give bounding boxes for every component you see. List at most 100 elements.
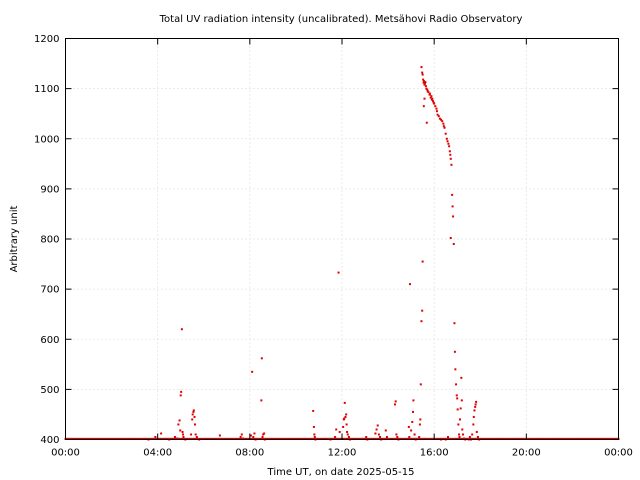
data-point [294, 437, 297, 440]
data-point [473, 409, 476, 412]
data-point [285, 437, 288, 440]
data-point [335, 437, 338, 440]
data-point [559, 437, 562, 440]
data-point [138, 437, 141, 440]
data-point [421, 260, 424, 263]
data-point [239, 437, 242, 440]
data-point [177, 437, 180, 440]
data-point [343, 401, 346, 404]
data-point [423, 97, 426, 100]
data-point [249, 437, 252, 440]
data-point [376, 424, 379, 427]
data-point [276, 437, 279, 440]
data-point [541, 437, 544, 440]
data-point [424, 85, 427, 88]
y-axis: 400 500 600 700 800 900 1000 1100 1200 [34, 34, 619, 446]
data-point [474, 437, 477, 440]
data-point [389, 437, 392, 440]
data-point [578, 437, 581, 440]
data-point [97, 437, 100, 440]
y-tick-label: 800 [40, 235, 59, 246]
data-point [175, 437, 178, 440]
data-point [187, 437, 190, 440]
data-point [253, 437, 256, 440]
data-point [196, 437, 199, 440]
data-point [315, 437, 318, 440]
data-point [179, 437, 182, 440]
data-point [249, 434, 252, 437]
data-point [384, 429, 387, 432]
data-point [338, 430, 341, 433]
data-point [286, 437, 289, 440]
data-point [120, 437, 123, 440]
data-point [523, 437, 526, 440]
data-point [424, 81, 427, 84]
data-point [74, 437, 77, 440]
data-point [372, 437, 375, 440]
data-point [517, 437, 520, 440]
data-point [453, 350, 456, 353]
data-point [546, 437, 549, 440]
data-point [430, 95, 433, 98]
data-point [359, 437, 362, 440]
data-point [413, 433, 416, 436]
data-point [282, 437, 285, 440]
data-point [379, 437, 382, 440]
data-point [104, 437, 107, 440]
data-point [207, 437, 210, 440]
data-point [437, 437, 440, 440]
data-point [531, 437, 534, 440]
data-point [300, 437, 303, 440]
data-point [114, 437, 117, 440]
data-point [145, 437, 148, 440]
data-point [154, 437, 157, 440]
data-point [269, 437, 272, 440]
y-tick-label: 700 [40, 285, 59, 296]
data-point [205, 437, 208, 440]
data-point [247, 437, 250, 440]
data-point [344, 415, 347, 418]
data-point [73, 437, 76, 440]
data-point [354, 437, 357, 440]
data-point [608, 437, 611, 440]
data-point [180, 328, 183, 331]
data-point [423, 83, 426, 86]
data-point [182, 437, 185, 440]
data-point [80, 437, 83, 440]
data-point [277, 437, 280, 440]
data-point [422, 78, 425, 81]
data-point [421, 71, 424, 74]
data-point [79, 437, 82, 440]
data-point [199, 437, 202, 440]
data-point [232, 437, 235, 440]
data-point [445, 437, 448, 440]
data-point [170, 437, 173, 440]
data-point [586, 437, 589, 440]
data-point [434, 105, 437, 108]
data-point [347, 437, 350, 440]
data-point [208, 437, 211, 440]
data-point [548, 437, 551, 440]
data-point [123, 437, 126, 440]
x-tick-label: 00:00 [51, 448, 80, 459]
data-point [600, 437, 603, 440]
data-point [71, 437, 74, 440]
data-point [461, 428, 464, 431]
data-point [313, 435, 316, 438]
data-point [442, 122, 445, 125]
data-point [473, 437, 476, 440]
data-point [157, 437, 160, 440]
data-point [452, 243, 455, 246]
data-point [326, 437, 329, 440]
data-point [230, 437, 233, 440]
data-point [143, 437, 146, 440]
data-point [251, 437, 254, 440]
data-point [493, 437, 496, 440]
data-point [398, 437, 401, 440]
data-point [186, 437, 189, 440]
data-point [448, 437, 451, 440]
data-point [436, 113, 439, 116]
data-point [422, 105, 425, 108]
data-point [169, 437, 172, 440]
data-point [593, 437, 596, 440]
